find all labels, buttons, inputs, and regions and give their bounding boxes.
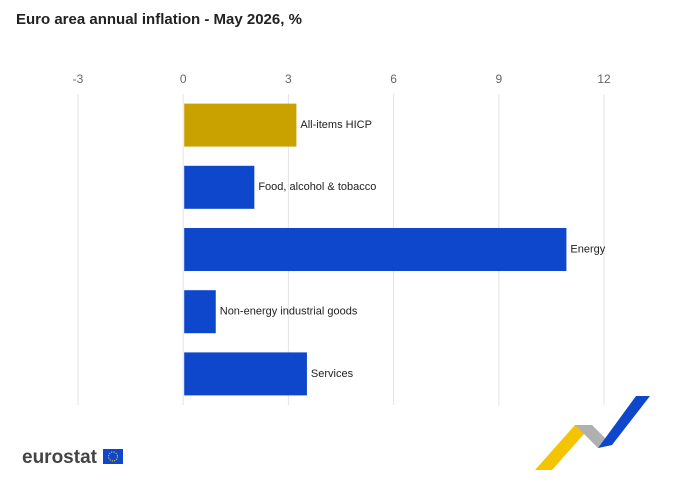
bar (184, 228, 567, 271)
bar (184, 103, 297, 147)
category-label: Services (311, 368, 354, 380)
x-tick-label: 0 (180, 72, 187, 86)
chart-title: Euro area annual inflation - May 2026, % (16, 11, 302, 28)
bar (184, 290, 216, 334)
x-tick-label: 9 (495, 72, 502, 86)
decorative-ribbon (535, 396, 650, 470)
logo-text: eurostat (22, 447, 98, 468)
category-label: Food, alcohol & tobacco (258, 181, 376, 193)
category-label: Non-energy industrial goods (220, 306, 358, 318)
x-tick-label: -3 (73, 72, 84, 86)
category-label: Energy (570, 243, 605, 255)
eu-flag (103, 449, 123, 464)
x-tick-label: 3 (285, 72, 292, 86)
category-label: All-items HICP (300, 119, 372, 131)
x-tick-label: 6 (390, 72, 397, 86)
bar (184, 165, 255, 209)
bar (184, 352, 307, 396)
x-tick-label: 12 (597, 72, 611, 86)
